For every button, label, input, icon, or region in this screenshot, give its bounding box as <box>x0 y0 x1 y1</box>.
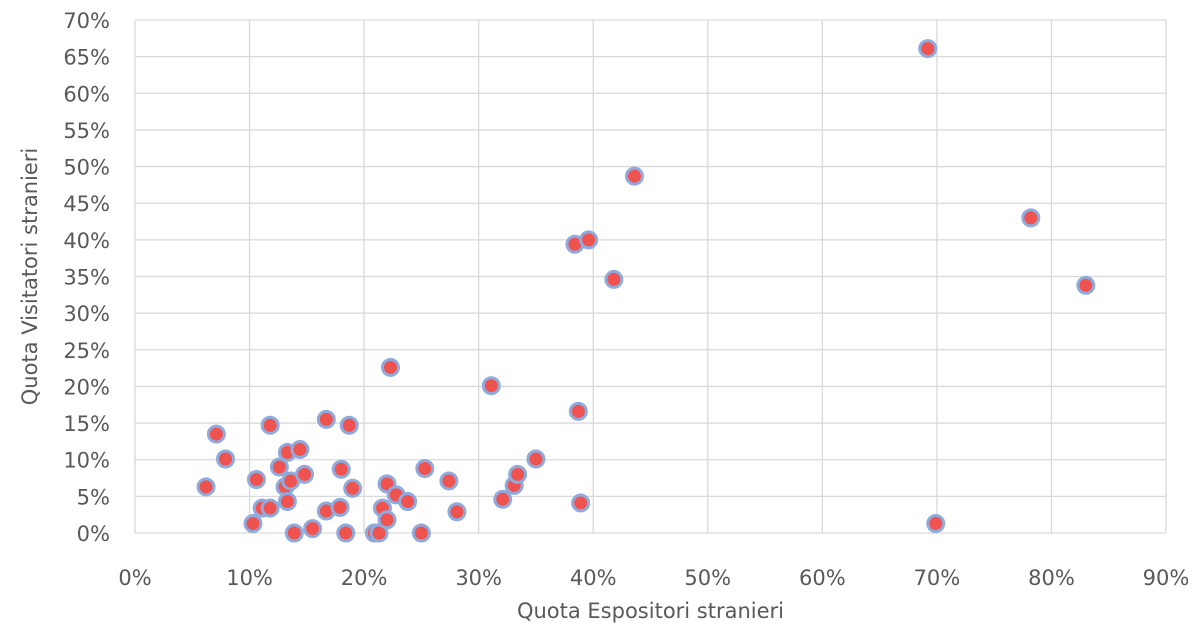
y-tick-label: 0% <box>77 522 110 546</box>
x-axis-tick-labels: 0% 10% 20% 30% 40% 50% 60% 70% 80% 90% <box>118 566 1189 590</box>
y-tick-label: 60% <box>63 82 110 106</box>
data-point <box>926 513 946 533</box>
data-point <box>316 409 336 429</box>
y-tick-label: 35% <box>63 266 110 290</box>
y-axis-tick-labels: 0% 5% 10% 15% 20% 25% 30% 35% 40% 45% 50% 55% 60% 65%… <box>63 9 110 546</box>
data-point <box>1076 275 1096 295</box>
y-tick-label: 50% <box>63 156 110 180</box>
data-point <box>243 513 263 533</box>
y-tick-label: 40% <box>63 229 110 253</box>
data-point <box>415 459 435 479</box>
data-point <box>447 502 467 522</box>
data-point <box>377 510 397 530</box>
y-tick-label: 55% <box>63 119 110 143</box>
data-point <box>568 401 588 421</box>
x-tick-label: 60% <box>799 566 846 590</box>
x-tick-label: 70% <box>914 566 961 590</box>
data-point <box>260 415 280 435</box>
y-tick-label: 15% <box>63 412 110 436</box>
y-tick-label: 5% <box>77 485 110 509</box>
y-axis-title: Quota Visitatori stranieri <box>18 148 42 406</box>
y-tick-label: 65% <box>63 46 110 70</box>
data-point <box>1021 208 1041 228</box>
data-point <box>331 459 351 479</box>
data-point <box>380 357 400 377</box>
data-point <box>439 471 459 491</box>
x-tick-label: 0% <box>118 566 151 590</box>
x-tick-label: 50% <box>684 566 731 590</box>
data-point <box>481 376 501 396</box>
y-tick-label: 70% <box>63 9 110 33</box>
data-point <box>411 523 431 543</box>
data-point <box>336 523 356 543</box>
data-point <box>290 439 310 459</box>
data-point <box>196 477 216 497</box>
data-point <box>295 464 315 484</box>
x-tick-label: 40% <box>570 566 617 590</box>
x-tick-label: 10% <box>226 566 273 590</box>
data-point <box>918 39 938 59</box>
data-point <box>269 457 289 477</box>
data-point <box>303 519 323 539</box>
data-point <box>246 470 266 490</box>
data-point <box>526 449 546 469</box>
y-tick-label: 10% <box>63 449 110 473</box>
data-point <box>206 424 226 444</box>
data-point <box>604 269 624 289</box>
data-point <box>624 166 644 186</box>
data-point <box>579 230 599 250</box>
data-point <box>508 464 528 484</box>
data-point <box>369 523 389 543</box>
x-axis-title: Quota Espositori stranieri <box>517 599 784 623</box>
data-point <box>215 449 235 469</box>
data-point <box>398 491 418 511</box>
data-point <box>330 497 350 517</box>
y-tick-label: 45% <box>63 192 110 216</box>
data-point <box>284 523 304 543</box>
data-points <box>196 39 1096 543</box>
data-point <box>339 415 359 435</box>
grid-lines <box>134 19 1167 534</box>
data-point <box>343 478 363 498</box>
y-tick-label: 20% <box>63 375 110 399</box>
data-point <box>493 489 513 509</box>
y-tick-label: 25% <box>63 339 110 363</box>
x-tick-label: 20% <box>341 566 388 590</box>
y-tick-label: 30% <box>63 302 110 326</box>
data-point <box>571 493 591 513</box>
x-tick-label: 80% <box>1028 566 1075 590</box>
data-point <box>277 491 297 511</box>
data-point <box>260 498 280 518</box>
x-tick-label: 30% <box>455 566 502 590</box>
x-tick-label: 90% <box>1143 566 1190 590</box>
